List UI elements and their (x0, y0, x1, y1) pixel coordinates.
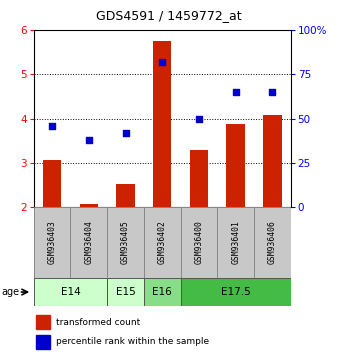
Point (123, 130, 128, 136)
Text: E17.5: E17.5 (221, 287, 250, 297)
Text: GSM936405: GSM936405 (121, 221, 130, 264)
Bar (144, 278, 180, 306)
Point (49, 123, 55, 129)
Bar (190, 150, 208, 207)
Point (233, 89, 238, 95)
Bar (254, 207, 291, 278)
Bar (37, 315, 50, 329)
Bar (180, 278, 291, 306)
Text: E16: E16 (152, 287, 172, 297)
Bar (107, 207, 144, 278)
Bar (34, 207, 71, 278)
Bar (107, 278, 144, 306)
Bar (37, 335, 50, 348)
Text: E15: E15 (116, 287, 136, 297)
Bar (43, 160, 61, 207)
Point (196, 116, 202, 121)
Point (86, 137, 92, 143)
Point (160, 59, 165, 65)
Bar (144, 207, 180, 278)
Text: GDS4591 / 1459772_at: GDS4591 / 1459772_at (96, 9, 242, 22)
Text: GSM936406: GSM936406 (268, 221, 277, 264)
Text: E14: E14 (61, 287, 80, 297)
Text: transformed count: transformed count (56, 318, 140, 327)
Text: GSM936401: GSM936401 (231, 221, 240, 264)
Bar (80, 204, 98, 207)
Text: GSM936402: GSM936402 (158, 221, 167, 264)
Text: GSM936403: GSM936403 (48, 221, 57, 264)
Bar (217, 207, 254, 278)
Bar (71, 207, 107, 278)
Text: GSM936404: GSM936404 (84, 221, 93, 264)
Bar (263, 115, 282, 207)
Text: percentile rank within the sample: percentile rank within the sample (56, 337, 209, 347)
Text: GSM936400: GSM936400 (194, 221, 203, 264)
Text: age: age (2, 287, 20, 297)
Bar (153, 41, 171, 207)
Bar (34, 278, 107, 306)
Point (270, 89, 275, 95)
Bar (226, 124, 245, 207)
Bar (180, 207, 217, 278)
Bar (116, 184, 135, 207)
